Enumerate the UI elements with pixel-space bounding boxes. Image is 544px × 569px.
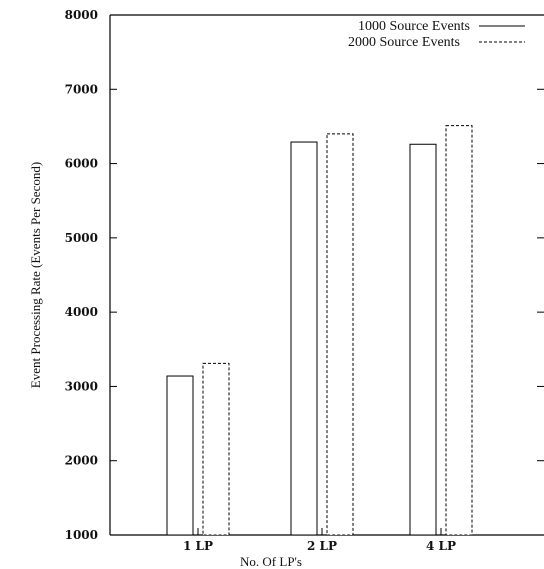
y-tick-label: 3000	[65, 379, 98, 393]
x-tick-label: 2 LP	[307, 539, 337, 553]
y-tick-label: 2000	[65, 454, 98, 468]
x-tick-label: 1 LP	[183, 539, 213, 553]
legend-label-2000: 2000 Source Events	[348, 35, 460, 50]
y-axis-ticks: 1000 2000 3000 4000 5000 6000 7000 8000	[65, 8, 544, 542]
x-axis-ticks: 1 LP 2 LP 4 LP	[183, 528, 456, 553]
x-tick-label: 4 LP	[426, 539, 456, 553]
bar-2000-4-lp	[445, 125, 473, 536]
bars	[166, 125, 473, 536]
bar-1000-2-lp	[290, 141, 318, 536]
y-tick-label: 5000	[65, 231, 98, 245]
y-tick-label: 4000	[65, 305, 98, 319]
bar-1000-1-lp	[166, 375, 194, 536]
y-tick-label: 1000	[65, 528, 98, 542]
bar-1000-4-lp	[409, 143, 437, 536]
legend: 1000 Source Events 2000 Source Events	[348, 19, 525, 50]
bar-2000-2-lp	[326, 133, 354, 536]
bar-2000-1-lp	[202, 362, 230, 536]
y-tick-label: 8000	[65, 8, 98, 22]
y-tick-label: 6000	[65, 157, 98, 171]
y-tick-label: 7000	[65, 82, 98, 96]
x-axis-label: No. Of LP's	[240, 554, 302, 569]
y-axis-label: Event Processing Rate (Events Per Second…	[28, 162, 43, 388]
legend-label-1000: 1000 Source Events	[358, 19, 470, 34]
